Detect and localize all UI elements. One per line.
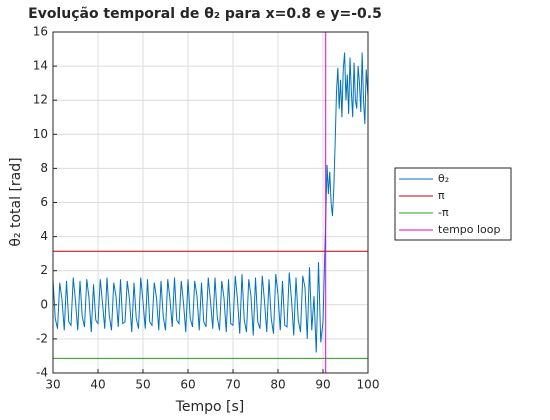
legend-label: -π <box>438 206 449 219</box>
x-tick-label: 70 <box>225 378 240 392</box>
axes-box <box>52 31 369 374</box>
legend-box <box>394 167 512 241</box>
x-axis-label: Tempo [s] <box>175 399 245 415</box>
y-tick-label: -4 <box>36 366 48 380</box>
x-tick-label: 100 <box>357 378 380 392</box>
legend-label: π <box>438 189 445 202</box>
chart-title: Evolução temporal de θ₂ para x=0.8 e y=-… <box>28 6 382 22</box>
x-tick-label: 90 <box>315 378 330 392</box>
y-tick-label: 10 <box>33 127 48 141</box>
x-tick-label: 40 <box>90 378 105 392</box>
data-line <box>53 52 368 353</box>
plot-area <box>53 32 368 373</box>
x-tick-label: 30 <box>45 378 60 392</box>
y-tick-label: 8 <box>40 161 48 175</box>
y-tick-label: 14 <box>33 59 48 73</box>
y-tick-label: 12 <box>33 93 48 107</box>
y-tick-label: 4 <box>40 229 48 243</box>
y-tick-label: 16 <box>33 25 48 39</box>
y-axis-label: θ₂ total [rad] <box>8 157 24 246</box>
y-tick-label: 6 <box>40 195 48 209</box>
x-tick-label: 80 <box>270 378 285 392</box>
x-tick-label: 50 <box>135 378 150 392</box>
y-tick-label: 0 <box>40 297 48 311</box>
y-tick-label: 2 <box>40 263 48 277</box>
legend-label: tempo loop <box>438 223 501 236</box>
y-tick-label: -2 <box>36 331 48 345</box>
legend-label: θ₂ <box>438 172 449 185</box>
x-tick-label: 60 <box>180 378 195 392</box>
